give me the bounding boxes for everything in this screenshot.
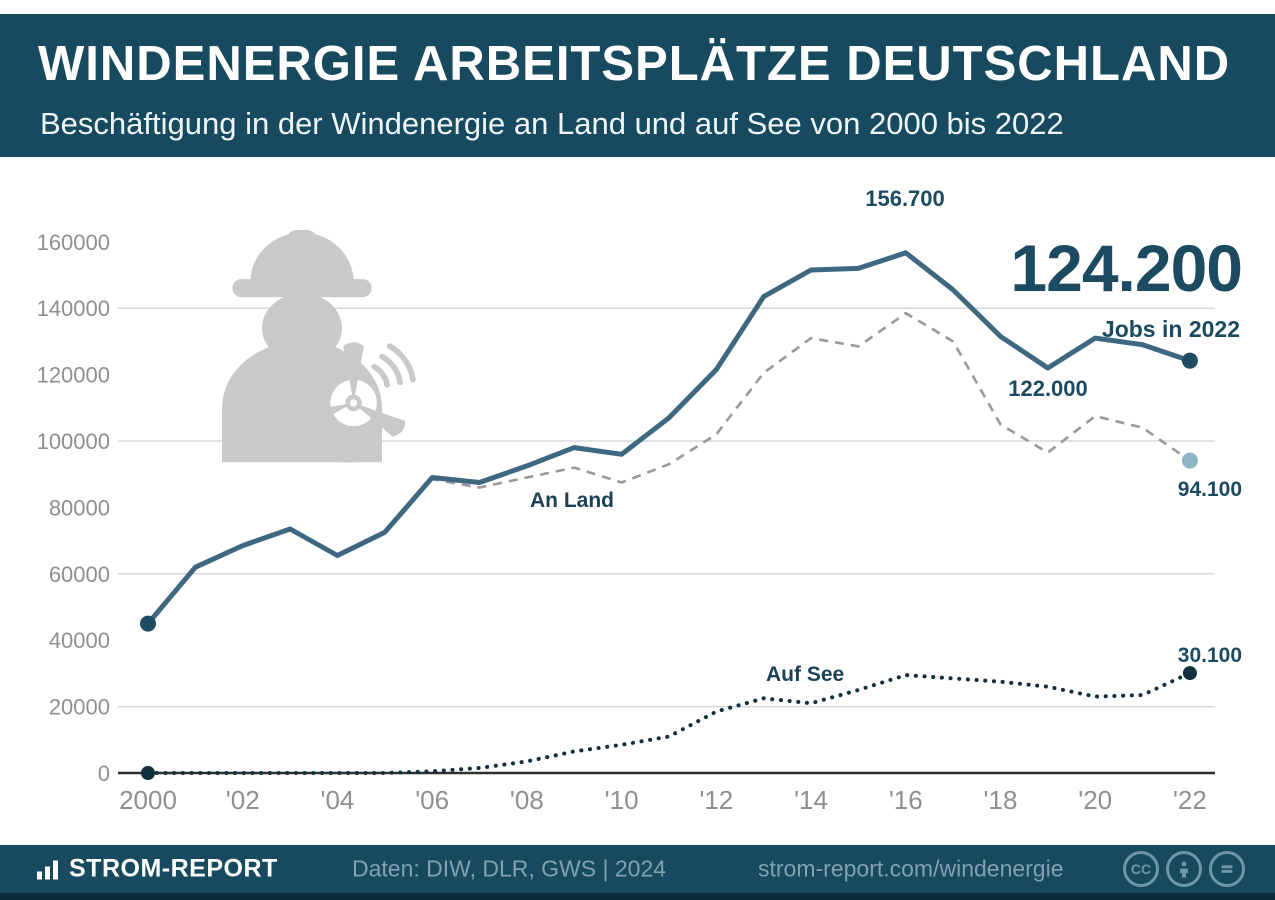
svg-text:40000: 40000 bbox=[49, 628, 110, 653]
svg-text:'18: '18 bbox=[984, 785, 1018, 815]
series-label-an-land: An Land bbox=[530, 489, 614, 512]
svg-text:'20: '20 bbox=[1078, 785, 1112, 815]
wind-worker-icon bbox=[222, 230, 416, 463]
bar-chart-icon bbox=[37, 860, 58, 879]
no-derivatives-icon[interactable] bbox=[1209, 851, 1245, 887]
svg-text:'10: '10 bbox=[605, 785, 639, 815]
dip-2019-value-label: 122.000 bbox=[1008, 376, 1088, 401]
svg-text:120000: 120000 bbox=[37, 363, 110, 388]
employment-line-chart: 160000 140000 120000 100000 80000 60000 40000 2… bbox=[37, 230, 1215, 815]
svg-text:2000: 2000 bbox=[119, 785, 177, 815]
brand-name: STROM-REPORT bbox=[69, 854, 278, 883]
jobs-2022-caption: Jobs in 2022 bbox=[1101, 316, 1240, 342]
svg-text:20000: 20000 bbox=[49, 695, 110, 720]
svg-text:160000: 160000 bbox=[37, 230, 110, 255]
svg-text:60000: 60000 bbox=[49, 562, 110, 587]
cc-letters: CC bbox=[1130, 861, 1152, 877]
svg-text:'14: '14 bbox=[794, 785, 828, 815]
footer-banner: STROM-REPORT Daten: DIW, DLR, GWS | 2024… bbox=[0, 845, 1275, 893]
data-source-text: Daten: DIW, DLR, GWS | 2024 bbox=[352, 855, 667, 882]
series-label-auf-see: Auf See bbox=[766, 663, 845, 686]
svg-text:80000: 80000 bbox=[49, 495, 110, 520]
brand-logo: STROM-REPORT bbox=[36, 855, 278, 884]
svg-text:140000: 140000 bbox=[37, 296, 110, 321]
an-land-2022-value-label: 94.100 bbox=[1177, 478, 1242, 501]
auf-see-2022-value-label: 30.100 bbox=[1177, 644, 1242, 667]
svg-text:'04: '04 bbox=[320, 785, 354, 815]
page-title: WINDENERGIE ARBEITSPLÄTZE DEUTSCHLAND bbox=[38, 37, 1231, 91]
svg-text:'08: '08 bbox=[510, 785, 544, 815]
attribution-icon[interactable] bbox=[1166, 851, 1202, 887]
svg-text:'12: '12 bbox=[699, 785, 733, 815]
svg-text:0: 0 bbox=[98, 761, 110, 786]
bottom-accent-strip bbox=[0, 893, 1275, 900]
svg-text:'06: '06 bbox=[415, 785, 449, 815]
svg-text:'22: '22 bbox=[1173, 785, 1207, 815]
cc-icon[interactable]: CC bbox=[1123, 851, 1159, 887]
peak-2016-value-label: 156.700 bbox=[865, 186, 945, 211]
svg-text:'16: '16 bbox=[889, 785, 923, 815]
header-banner: WINDENERGIE ARBEITSPLÄTZE DEUTSCHLAND Be… bbox=[0, 14, 1275, 157]
jobs-2022-big-number: 124.200 bbox=[1010, 231, 1243, 305]
svg-text:'02: '02 bbox=[226, 785, 260, 815]
license-badges: CC bbox=[1123, 851, 1245, 887]
svg-text:100000: 100000 bbox=[37, 429, 110, 454]
page-subtitle: Beschäftigung in der Windenergie an Land… bbox=[40, 106, 1064, 141]
website-url[interactable]: strom-report.com/windenergie bbox=[758, 855, 1064, 882]
